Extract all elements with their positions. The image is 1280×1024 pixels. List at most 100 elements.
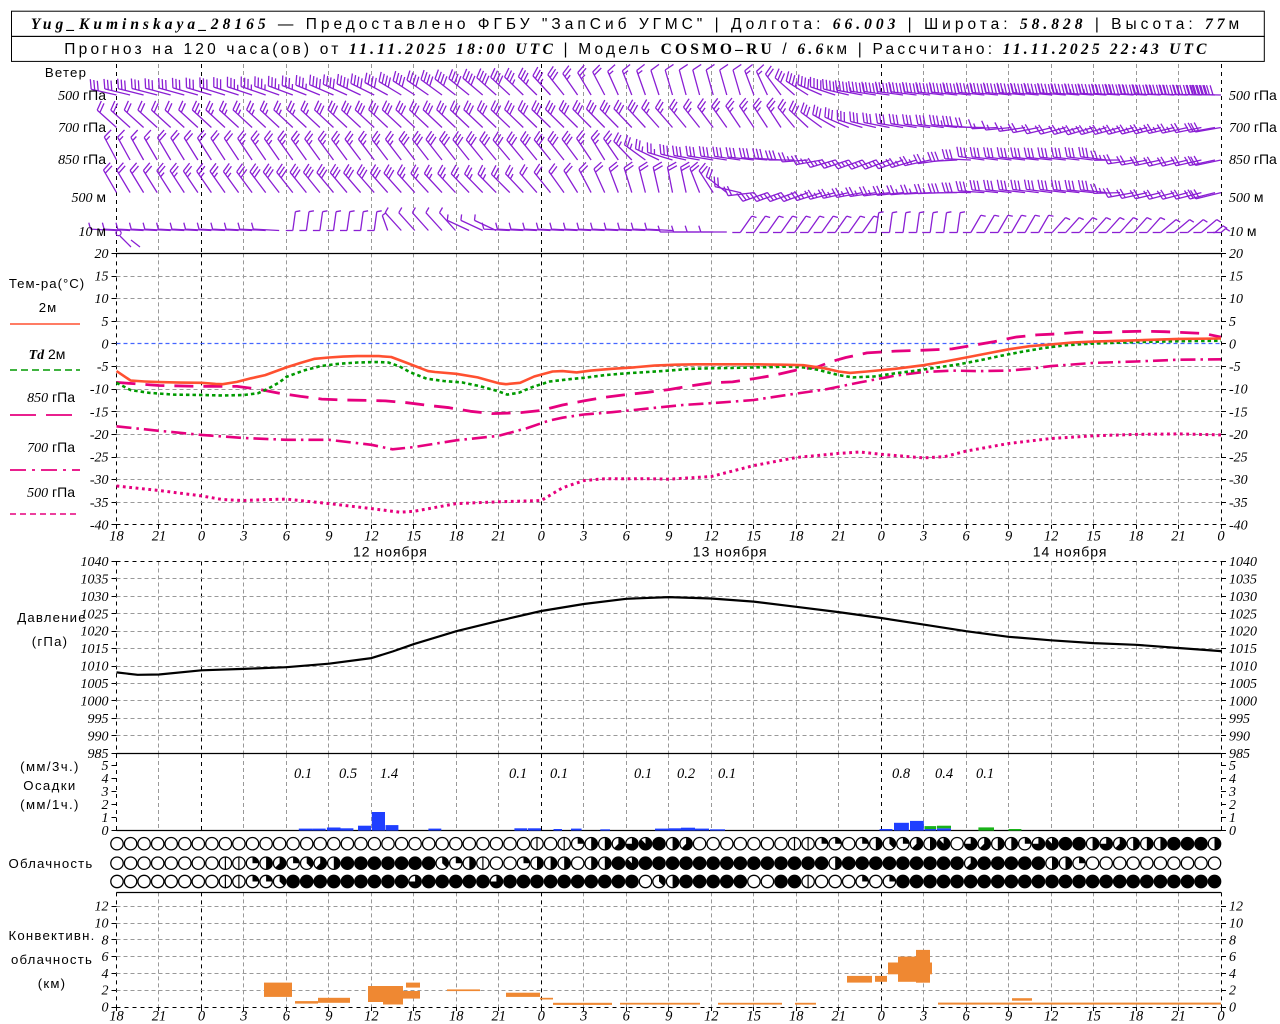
svg-text:0: 0	[198, 529, 206, 545]
svg-text:3: 3	[919, 1009, 927, 1024]
svg-text:0.1: 0.1	[294, 766, 312, 782]
svg-text:15: 15	[407, 1009, 422, 1024]
svg-text:10 м: 10 м	[1229, 223, 1257, 240]
svg-text:6: 6	[1229, 950, 1236, 965]
svg-text:12: 12	[364, 529, 379, 545]
svg-text:21: 21	[1171, 529, 1186, 545]
svg-text:Yug_Kuminskaya_28165 — Предост: Yug_Kuminskaya_28165 — Предоставлено ФГБ…	[31, 16, 1243, 33]
svg-text:5: 5	[1229, 759, 1236, 774]
svg-text:2: 2	[1229, 984, 1236, 999]
svg-text:500 м: 500 м	[71, 189, 106, 206]
svg-text:3: 3	[919, 529, 927, 545]
svg-text:18: 18	[449, 529, 464, 545]
svg-text:21: 21	[831, 529, 846, 545]
svg-text:-15: -15	[90, 405, 109, 420]
svg-text:-30: -30	[1229, 473, 1248, 488]
svg-text:-35: -35	[1229, 496, 1248, 511]
svg-text:0.1: 0.1	[509, 766, 527, 782]
svg-text:0: 0	[198, 1009, 206, 1024]
svg-text:0.1: 0.1	[976, 766, 994, 782]
svg-text:18: 18	[789, 1009, 804, 1024]
svg-text:15: 15	[407, 529, 422, 545]
svg-text:Тем-ра(°C): Тем-ра(°C)	[9, 276, 85, 291]
svg-text:1010: 1010	[81, 660, 109, 675]
svg-text:Прогноз на 120 часа(ов) от 11.: Прогноз на 120 часа(ов) от 11.11.2025 18…	[64, 41, 1209, 58]
svg-text:18: 18	[109, 1009, 124, 1024]
svg-text:5: 5	[102, 315, 109, 330]
svg-text:6: 6	[283, 529, 291, 545]
svg-text:10 м: 10 м	[78, 223, 106, 240]
svg-text:облачность: облачность	[11, 952, 93, 967]
svg-text:700 гПа: 700 гПа	[58, 119, 106, 136]
svg-text:10: 10	[1229, 917, 1243, 932]
svg-text:15: 15	[95, 270, 109, 285]
svg-text:18: 18	[109, 529, 124, 545]
svg-text:15: 15	[746, 1009, 761, 1024]
svg-text:20: 20	[95, 247, 109, 262]
svg-text:850 гПа: 850 гПа	[27, 389, 75, 406]
svg-text:9: 9	[325, 1009, 333, 1024]
svg-text:0.4: 0.4	[935, 766, 953, 782]
svg-text:12: 12	[704, 529, 719, 545]
svg-text:18: 18	[1129, 529, 1144, 545]
svg-text:21: 21	[831, 1009, 846, 1024]
svg-text:700 гПа: 700 гПа	[27, 439, 75, 456]
svg-text:2: 2	[1229, 798, 1236, 813]
svg-text:10: 10	[1229, 292, 1243, 307]
svg-text:Td 2м: Td 2м	[29, 346, 66, 363]
svg-text:6: 6	[623, 529, 631, 545]
svg-text:6: 6	[962, 1009, 970, 1024]
svg-text:15: 15	[746, 529, 761, 545]
svg-text:0: 0	[102, 1001, 109, 1016]
svg-text:500 гПа: 500 гПа	[58, 87, 106, 104]
svg-text:1: 1	[1229, 811, 1236, 826]
svg-text:2м: 2м	[39, 300, 57, 315]
svg-text:9: 9	[665, 1009, 673, 1024]
svg-text:1025: 1025	[1229, 607, 1257, 622]
svg-text:0.2: 0.2	[677, 766, 695, 782]
svg-text:Облачность: Облачность	[9, 856, 94, 871]
svg-text:3: 3	[579, 1009, 587, 1024]
svg-text:10: 10	[95, 917, 109, 932]
svg-text:18: 18	[1129, 1009, 1144, 1024]
svg-text:1015: 1015	[81, 642, 109, 657]
svg-text:1005: 1005	[1229, 677, 1257, 692]
svg-text:700 гПа: 700 гПа	[1229, 119, 1277, 136]
svg-text:500 гПа: 500 гПа	[27, 484, 75, 501]
svg-text:850 гПа: 850 гПа	[1229, 151, 1277, 168]
svg-text:0.1: 0.1	[718, 766, 736, 782]
svg-text:0.5: 0.5	[339, 766, 357, 782]
svg-text:1005: 1005	[81, 677, 109, 692]
svg-text:9: 9	[665, 529, 673, 545]
svg-text:20: 20	[1229, 247, 1243, 262]
svg-text:9: 9	[325, 529, 333, 545]
svg-text:12: 12	[1229, 900, 1243, 915]
svg-text:12: 12	[1044, 529, 1059, 545]
svg-text:21: 21	[492, 529, 507, 545]
svg-text:0.1: 0.1	[634, 766, 652, 782]
svg-text:13 ноября: 13 ноября	[693, 544, 768, 560]
svg-text:1030: 1030	[1229, 590, 1257, 605]
svg-text:(км): (км)	[38, 976, 66, 991]
svg-text:(мм/3ч.): (мм/3ч.)	[20, 759, 80, 774]
svg-text:0: 0	[1229, 1001, 1236, 1016]
svg-text:995: 995	[1229, 712, 1250, 727]
svg-text:4: 4	[102, 772, 109, 787]
svg-text:-10: -10	[1229, 383, 1248, 398]
svg-text:0: 0	[878, 1009, 886, 1024]
svg-text:9: 9	[1005, 1009, 1013, 1024]
svg-text:0: 0	[538, 1009, 546, 1024]
svg-text:0: 0	[1229, 824, 1236, 839]
svg-text:5: 5	[102, 759, 109, 774]
svg-text:21: 21	[1171, 1009, 1186, 1024]
svg-text:1020: 1020	[81, 625, 109, 640]
svg-text:Ветер: Ветер	[45, 65, 87, 80]
svg-text:990: 990	[88, 729, 109, 744]
svg-text:18: 18	[789, 529, 804, 545]
svg-text:1040: 1040	[81, 555, 109, 570]
svg-text:1040: 1040	[1229, 555, 1257, 570]
svg-text:0: 0	[102, 337, 109, 352]
svg-text:21: 21	[152, 529, 167, 545]
svg-text:4: 4	[102, 967, 109, 982]
svg-text:3: 3	[101, 785, 109, 800]
